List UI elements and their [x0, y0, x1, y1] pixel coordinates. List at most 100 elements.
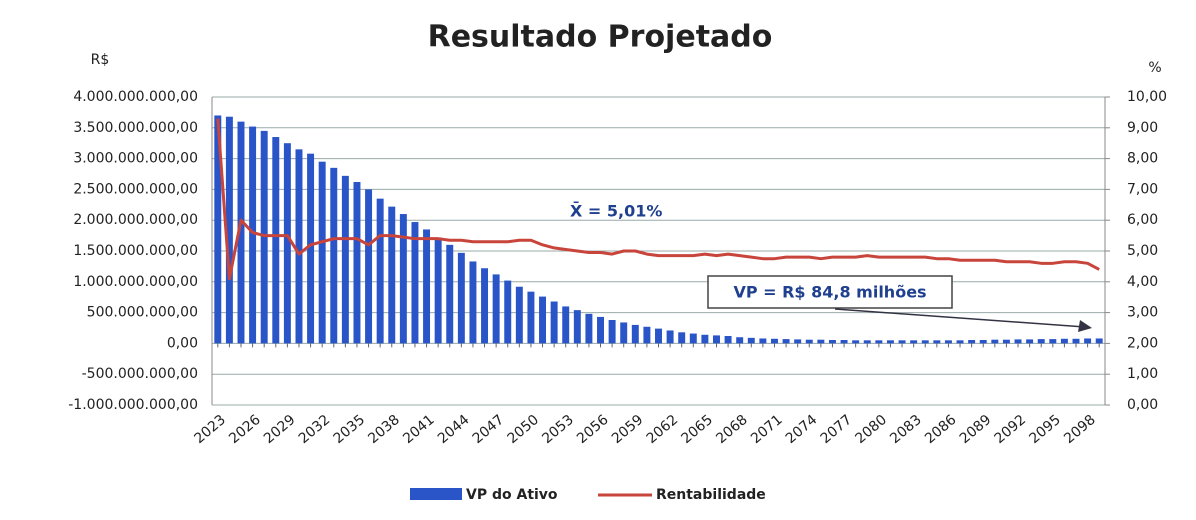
bar [469, 261, 477, 344]
arrow-head [1078, 320, 1092, 332]
bar [724, 336, 732, 344]
bar [249, 126, 257, 344]
bar [944, 340, 952, 344]
bar [411, 222, 419, 344]
line [216, 118, 1100, 281]
bar [1072, 338, 1080, 344]
x-tick-label: 2080 [852, 412, 890, 447]
bar [1095, 338, 1103, 344]
bar [701, 334, 709, 344]
x-tick-label: 2077 [818, 412, 856, 447]
bar [805, 339, 813, 344]
bar [631, 324, 639, 344]
y-tick-label: 0,00 [167, 335, 198, 351]
y-tick-label: 2.000.000.000,00 [73, 212, 198, 228]
bar [991, 339, 999, 344]
bar [828, 340, 836, 344]
y-tick-label: -1.000.000.000,00 [68, 397, 198, 413]
bar [457, 252, 465, 344]
bar [492, 274, 500, 344]
bar [295, 149, 303, 344]
y2-tick-label: 2,00 [1127, 335, 1158, 351]
bar [307, 153, 315, 344]
legend-label: Rentabilidade [656, 487, 766, 503]
bar [550, 301, 558, 344]
x-tick-label: 2050 [504, 412, 542, 447]
bar [713, 335, 720, 344]
bar [260, 130, 268, 344]
bar [759, 338, 767, 344]
bar [1049, 339, 1057, 344]
x-tick-label: 2038 [365, 412, 403, 447]
y-tick-label: 3.000.000.000,00 [73, 151, 198, 167]
y-tick-label: 3.500.000.000,00 [73, 120, 198, 136]
x-tick-label: 2023 [191, 412, 229, 447]
bar [666, 330, 674, 344]
annotation-box [707, 275, 953, 309]
bar [1060, 338, 1068, 344]
bar [214, 115, 222, 344]
bar [1037, 339, 1045, 344]
y-tick-label: 1.500.000.000,00 [73, 243, 198, 259]
bar [1014, 339, 1022, 344]
y2-axis-label: % [1148, 60, 1161, 76]
y-tick-label: 2.500.000.000,00 [73, 181, 198, 197]
bar [504, 280, 512, 344]
x-tick-label: 2095 [1026, 412, 1064, 447]
annotation-arrow [834, 308, 1086, 328]
y2-tick-label: 8,00 [1127, 151, 1158, 167]
bar [423, 229, 431, 344]
bar [979, 340, 987, 344]
y2-tick-label: 6,00 [1127, 212, 1158, 228]
plot-area [211, 96, 1110, 406]
x-tick-label: 2059 [609, 412, 647, 447]
y-tick-label: -500.000.000,00 [82, 366, 198, 382]
bar [399, 214, 407, 344]
y2-tick-label: 3,00 [1127, 305, 1158, 321]
bar [573, 310, 581, 344]
bar [272, 137, 280, 344]
x-tick-label: 2041 [400, 412, 438, 447]
bar [852, 340, 860, 344]
x-tick-label: 2065 [678, 412, 716, 447]
bar [956, 340, 964, 344]
y2-tick-label: 1,00 [1127, 366, 1158, 382]
bar [620, 322, 628, 344]
bar [515, 286, 523, 344]
y2-tick-label: 9,00 [1127, 120, 1158, 136]
bar [863, 340, 871, 344]
y-tick-label: 4.000.000.000,00 [73, 89, 198, 105]
x-tick-label: 2071 [748, 412, 786, 447]
bar [318, 161, 326, 344]
chart-title: Resultado Projetado [428, 20, 773, 55]
mean-annotation: X̄ = 5,01% [570, 201, 662, 221]
bar [446, 244, 454, 344]
bar [736, 337, 744, 344]
bar [794, 339, 802, 344]
bar [921, 340, 929, 344]
bar [376, 198, 384, 344]
x-tick-label: 2044 [435, 412, 473, 447]
y-axis-label: R$ [91, 52, 110, 68]
bar [341, 175, 349, 344]
bar [643, 326, 651, 344]
bar [585, 313, 593, 344]
bar [770, 338, 778, 344]
x-tick-label: 2068 [713, 412, 751, 447]
bar [562, 306, 570, 344]
bar [225, 116, 233, 344]
y2-tick-label: 0,00 [1127, 397, 1158, 413]
legend-label: VP do Ativo [466, 487, 558, 503]
x-tick-label: 2074 [783, 412, 821, 447]
bar [678, 332, 686, 344]
x-tick-label: 2035 [331, 412, 369, 447]
x-tick-label: 2053 [539, 412, 577, 447]
bar [747, 337, 755, 344]
x-tick-label: 2029 [261, 412, 299, 447]
vp-annotation: VP = R$ 84,8 milhões [733, 283, 926, 302]
bar [608, 319, 616, 344]
bar [1002, 339, 1010, 344]
bar [875, 340, 883, 344]
bar [898, 340, 906, 344]
